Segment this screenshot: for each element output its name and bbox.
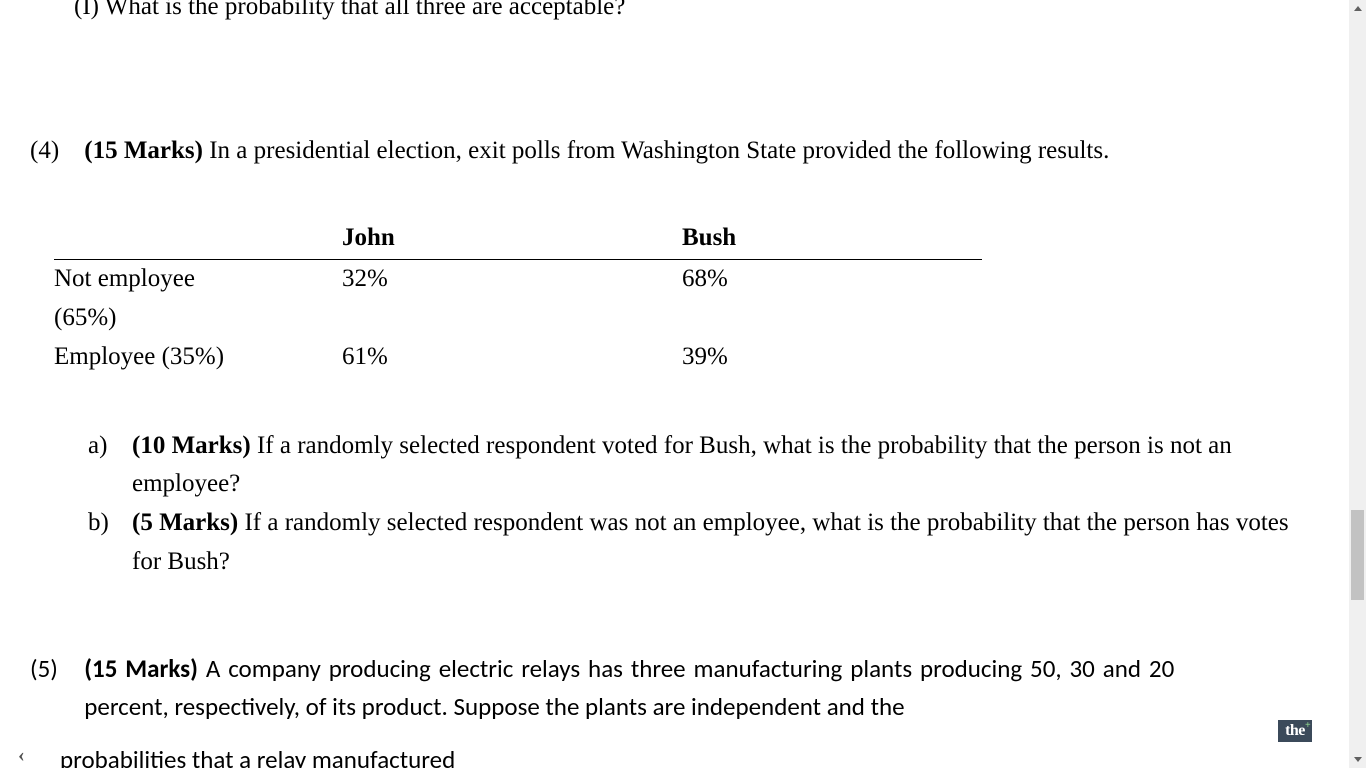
partial-question-i: (I) What is the probability that all thr… [30,0,1310,27]
question-5: (5) (15 Marks) A company producing elect… [30,650,1310,728]
table-header-blank [54,219,342,260]
question-4-body: (15 Marks) In a presidential election, e… [84,132,1154,171]
question-5-body: (15 Marks) A company producing electric … [84,650,1174,728]
scroll-down-button[interactable] [1349,751,1366,768]
subpart-a-marks: (10 Marks) [132,432,251,459]
cell-bush: 68% [682,260,982,338]
row-label-line2: (65%) [54,304,116,331]
subpart-a: a) (10 Marks) If a randomly selected res… [88,427,1310,505]
exit-poll-table: John Bush Not employee (65%) 32% 68% Emp… [54,219,1310,377]
chevron-up-icon [1354,6,1362,11]
question-4-subparts: a) (10 Marks) If a randomly selected res… [88,427,1310,582]
table-row: Employee (35%) 61% 39% [54,338,982,377]
question-4-text: In a presidential election, exit polls f… [203,137,1109,164]
chevron-down-icon [1354,757,1362,762]
subpart-a-letter: a) [88,427,132,505]
subpart-b-text: If a randomly selected respondent was no… [132,509,1289,575]
cell-bush: 39% [682,338,982,377]
vertical-scrollbar[interactable] [1349,0,1366,768]
table-header-john: John [342,219,682,260]
subpart-b-body: (5 Marks) If a randomly selected respond… [132,504,1310,582]
question-5-text: A company producing electric relays has … [84,653,1174,723]
subpart-a-body: (10 Marks) If a randomly selected respon… [132,427,1310,505]
row-label: Not employee (65%) [54,260,342,338]
horizontal-scroll-left-icon[interactable]: ‹ [18,744,25,767]
subpart-b-letter: b) [88,504,132,582]
table-header-bush: Bush [682,219,982,260]
zoom-thumbnail-icon[interactable]: the [1278,720,1312,742]
question-5-number: (5) [30,650,78,689]
partial-text-bottom: probabilities that a relay manufactured [60,741,455,768]
cell-john: 32% [342,260,682,338]
question-4-marks: (15 Marks) [84,137,203,164]
row-label: Employee (35%) [54,338,342,377]
row-label-line1: Not employee [54,265,195,292]
scroll-up-button[interactable] [1349,0,1366,17]
document-page: (I) What is the probability that all thr… [0,0,1340,768]
subpart-b: b) (5 Marks) If a randomly selected resp… [88,504,1310,582]
subpart-b-marks: (5 Marks) [132,509,238,536]
table-row: Not employee (65%) 32% 68% [54,260,982,338]
cell-john: 61% [342,338,682,377]
question-4: (4) (15 Marks) In a presidential electio… [30,132,1310,171]
scrollbar-thumb[interactable] [1351,510,1364,600]
subpart-a-text: If a randomly selected respondent voted … [132,432,1232,498]
table-header-row: John Bush [54,219,982,260]
question-4-number: (4) [30,132,78,171]
question-5-marks: (15 Marks) [84,653,198,684]
